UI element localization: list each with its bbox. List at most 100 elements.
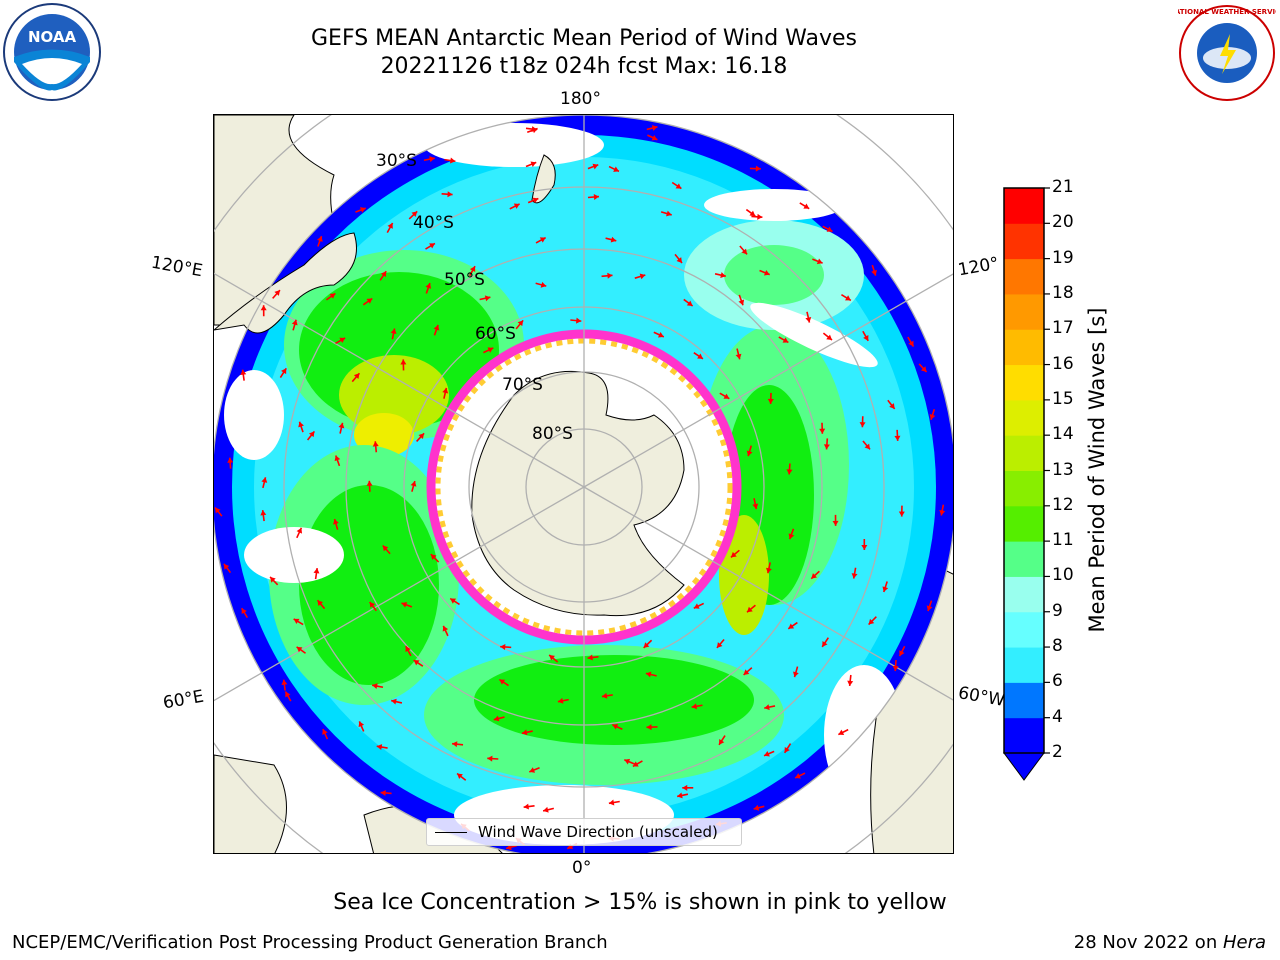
wave-direction-arrowhead [730,551,737,558]
lat-label-50s: 50°S [444,270,485,290]
wave-direction-arrowhead [411,211,418,217]
wave-direction-arrowhead [517,320,524,327]
wave-direction-arrowhead [601,692,608,699]
wave-direction-arrowhead [795,773,801,779]
wave-direction-arrowhead [926,605,933,612]
wave-direction-arrowhead [645,671,652,678]
sea-ice-caption: Sea Ice Concentration > 15% is shown in … [333,890,947,915]
wave-direction-arrowhead [805,316,812,323]
wave-direction-arrowhead [882,586,889,593]
colorbar-segment [1004,717,1044,754]
wave-direction-arrowhead [607,272,613,279]
wave-direction-arrowhead [610,236,617,243]
lat-label-30s: 30°S [376,151,417,171]
wave-direction-arrowhead [387,222,393,229]
wave-direction-arrowhead [755,165,761,172]
wave-direction-arrowhead [487,755,493,762]
polar-map [214,115,953,853]
wave-direction-arrowhead [832,520,839,526]
wave-direction-arrowhead [735,353,742,360]
wave-direction-arrowhead [764,751,770,757]
wave-direction-arrowhead [697,353,703,359]
wave-direction-arrowhead [418,433,425,440]
wave-direction-arrowhead [338,422,345,429]
colorbar-tick-label: 15 [1052,388,1074,409]
wave-direction-arrowhead [764,704,770,711]
wave-direction-arrowhead [313,568,320,574]
wave-direction-arrowhead [767,398,774,404]
wave-direction-arrowhead [682,784,688,791]
wave-direction-arrowhead [871,269,877,276]
colorbar-segment [1004,470,1044,507]
wave-direction-arrowhead [612,724,619,730]
lon-label-60e: 60°E [161,686,206,714]
wave-direction-arrowhead [223,563,230,570]
wave-direction-arrowhead [513,203,520,209]
wave-direction-arrowhead [457,773,463,779]
wave-direction-arrowhead [380,271,387,277]
wave-direction-arrowhead [484,295,491,302]
lon-label-120e: 120°E [149,252,205,282]
colorbar-segment [1004,399,1044,436]
wave-direction-arrowhead [899,650,905,657]
wave-direction-arrowhead [746,606,753,613]
legend-line-swatch [435,832,467,833]
chart-subtitle: 20221126 t18z 024h fcst Max: 16.18 [380,54,788,79]
wave-direction-arrowhead [868,618,875,625]
wave-direction-arrowhead [864,443,871,450]
wave-direction-arrowhead [353,373,360,379]
wave-direction-arrowhead [298,421,304,428]
colorbar-segment [1004,647,1044,683]
colorbar-tick-label: 9 [1052,600,1063,621]
nws-logo: NATIONAL WEATHER SERVICE [1178,5,1276,101]
wave-direction-arrowhead [786,469,793,475]
map-legend: Wind Wave Direction (unscaled) [426,818,742,846]
wave-direction-arrowhead [227,457,234,463]
wave-direction-arrowhead [593,194,599,200]
colorbar-tick-label: 10 [1052,565,1074,586]
wave-direction-arrowhead [746,450,753,457]
wave-direction-arrowhead [339,337,346,344]
wave-direction-arrowhead [334,455,341,462]
wave-direction-arrowhead [329,293,336,299]
colorbar-tick-label: 4 [1052,706,1063,727]
colorbar-tick-label: 20 [1052,212,1074,233]
wave-direction-arrowhead [531,127,538,134]
noaa-logo-text: NOAA [28,28,77,46]
wave-direction-arrowhead [296,646,303,653]
wave-direction-arrowhead [823,444,830,450]
map-panel [213,114,954,854]
wave-direction-arrowhead [822,641,828,647]
wave-direction-arrowhead [847,680,854,686]
wave-direction-arrowhead [487,347,494,353]
nws-logo-text: NATIONAL WEATHER SERVICE [1178,8,1276,16]
wave-direction-arrowhead [240,369,247,376]
wave-direction-arrowhead [676,257,683,263]
wave-direction-arrowhead [401,602,408,608]
wave-direction-arrowhead [752,503,759,510]
wave-direction-arrowhead [529,767,536,773]
wave-direction-arrowhead [260,305,267,311]
wave-direction-arrowhead [372,441,379,447]
lon-label-120w: 120° [956,253,1001,281]
wave-direction-arrowhead [543,806,549,813]
colorbar-extend-arrow [1003,752,1045,781]
wave-direction-arrowhead [260,510,267,516]
wave-direction-arrowhead [274,290,280,296]
wave-direction-arrowhead [624,758,631,765]
wave-direction-arrowhead [939,510,946,516]
antarctica [471,370,685,617]
graticule [214,115,953,853]
wave-direction-arrowhead [723,393,730,399]
wave-direction-arrowhead [390,328,397,334]
colorbar-tick-label: 8 [1052,636,1063,657]
wave-direction-arrowhead [816,258,823,265]
colorbar-tick-label: 13 [1052,459,1074,480]
wave-direction-arrowhead [366,298,373,304]
lon-label-60w: 60°W [956,683,1007,711]
colorbar-label: Mean Period of Wind Waves [s] [1085,307,1109,633]
wave-direction-arrowhead [410,481,417,487]
wave-direction-arrowhead [889,403,895,409]
wave-direction-arrowhead [753,804,760,811]
australia [214,232,357,334]
